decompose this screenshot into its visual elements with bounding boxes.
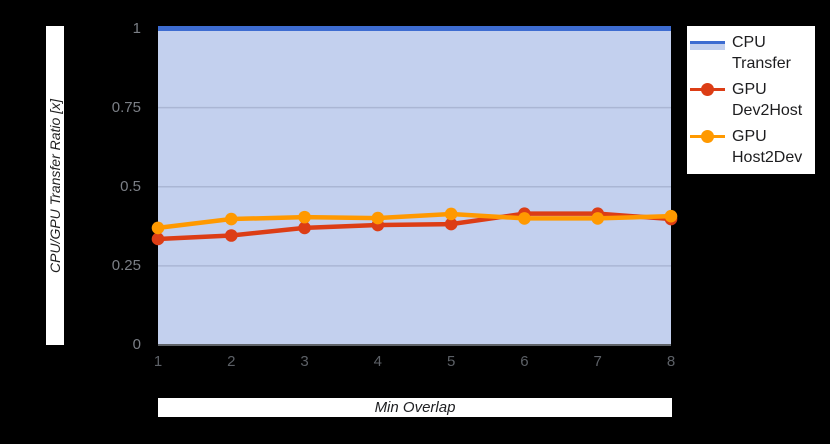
x-axis-title-strip: Min Overlap <box>158 398 672 417</box>
legend-dot-swatch <box>701 83 714 96</box>
legend-label: GPU Host2Dev <box>732 128 803 166</box>
x-tick-label: 5 <box>446 353 456 370</box>
legend-label: CPU Transfer <box>732 34 791 72</box>
legend-label: GPU Dev2Host <box>732 81 803 119</box>
x-axis-title: Min Overlap <box>374 399 456 416</box>
y-tick-label: 0 <box>132 336 141 353</box>
x-tick-label: 7 <box>593 353 602 370</box>
y-axis-title: CPU/GPU Transfer Ratio [x] <box>47 98 63 273</box>
x-tick-label: 4 <box>373 353 383 370</box>
line-dot-series-icon <box>690 126 725 147</box>
x-tick-label: 3 <box>300 353 309 370</box>
y-tick-label: 0.5 <box>120 177 141 195</box>
y-axis-title-strip: CPU/GPU Transfer Ratio [x] <box>46 26 64 345</box>
legend-fill-swatch <box>690 44 725 50</box>
x-tick-label: 2 <box>227 353 236 370</box>
plot-area <box>151 26 678 346</box>
y-tick-label: 0.25 <box>111 256 141 274</box>
y-tick-label: 0.75 <box>111 98 141 116</box>
y-tick-label: 1 <box>132 19 141 37</box>
chart-canvas <box>151 26 678 346</box>
line-dot-series-icon <box>690 79 725 100</box>
legend-dot-swatch <box>701 130 714 143</box>
legend-entry-gpu-host2dev: GPU Host2Dev <box>690 126 815 168</box>
legend-entry-gpu-dev2host: GPU Dev2Host <box>690 79 815 121</box>
x-tick-label: 8 <box>666 353 676 370</box>
legend-line-swatch <box>690 41 725 44</box>
area-series-icon <box>690 32 725 53</box>
x-tick-label: 1 <box>153 353 163 370</box>
x-tick-label: 6 <box>520 353 529 370</box>
legend: CPU Transfer GPU Dev2Host GPU Host2Dev <box>687 26 815 174</box>
legend-entry-cpu-transfer: CPU Transfer <box>690 32 815 74</box>
